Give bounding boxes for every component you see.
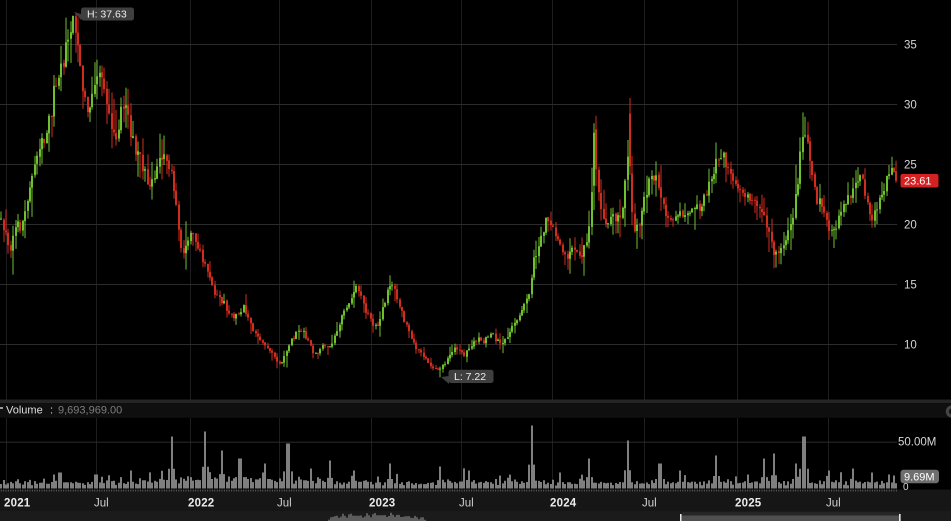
svg-text:2023: 2023 xyxy=(369,498,395,510)
svg-text:2025: 2025 xyxy=(735,498,762,510)
svg-text:25: 25 xyxy=(904,160,917,172)
svg-text:2021: 2021 xyxy=(4,498,31,510)
svg-text:9.69M: 9.69M xyxy=(904,472,935,484)
svg-text:30: 30 xyxy=(904,100,917,112)
svg-text:L: 7.22: L: 7.22 xyxy=(454,371,486,383)
svg-text:Jul: Jul xyxy=(277,498,292,510)
svg-text:2024: 2024 xyxy=(550,498,577,510)
svg-text::: : xyxy=(50,405,53,417)
svg-text:Jul: Jul xyxy=(94,498,109,510)
svg-text:20: 20 xyxy=(904,220,917,232)
svg-text:2022: 2022 xyxy=(188,498,214,510)
svg-text:Jul: Jul xyxy=(826,498,841,510)
svg-text:Jul: Jul xyxy=(642,498,657,510)
svg-text:0: 0 xyxy=(903,482,909,493)
svg-text:Jul: Jul xyxy=(459,498,474,510)
svg-text:H: 37.63: H: 37.63 xyxy=(87,9,127,21)
svg-text:9,693,969.00: 9,693,969.00 xyxy=(58,405,122,417)
svg-text:23.61: 23.61 xyxy=(904,176,932,188)
svg-text:15: 15 xyxy=(904,280,917,292)
svg-text:35: 35 xyxy=(904,40,917,52)
svg-text:Volume: Volume xyxy=(6,405,43,417)
svg-text:50.00M: 50.00M xyxy=(898,437,936,449)
svg-text:10: 10 xyxy=(904,340,917,352)
